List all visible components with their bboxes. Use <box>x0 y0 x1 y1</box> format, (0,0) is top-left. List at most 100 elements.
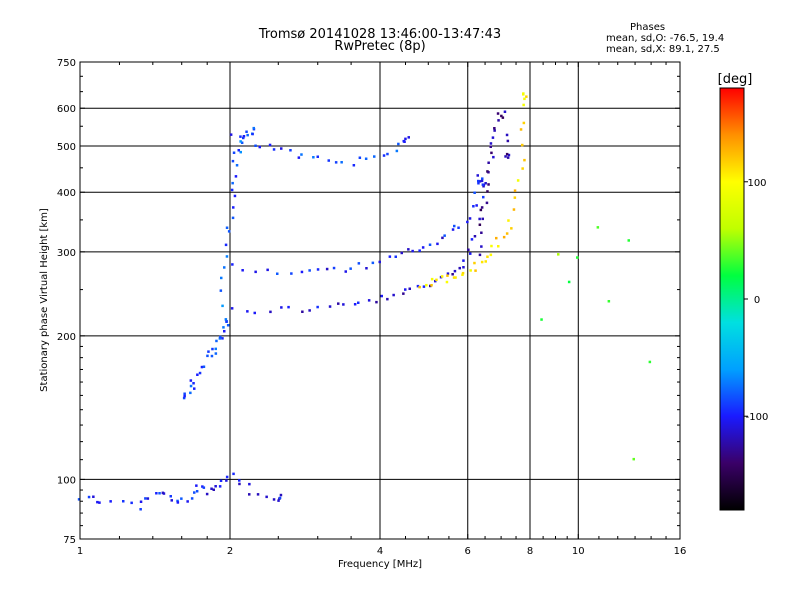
data-point <box>441 236 444 240</box>
data-point <box>312 156 315 159</box>
data-point <box>231 263 234 266</box>
data-point <box>272 498 276 501</box>
data-point <box>453 269 457 273</box>
data-point <box>269 310 272 314</box>
data-point <box>206 354 209 358</box>
data-point <box>342 303 345 306</box>
data-point <box>349 267 352 270</box>
data-point <box>248 493 251 496</box>
x-axis-label: Frequency [MHz] <box>338 559 422 570</box>
data-point <box>429 284 432 288</box>
data-point <box>245 130 248 133</box>
data-point <box>224 243 228 247</box>
data-point <box>337 302 340 305</box>
data-point <box>358 156 362 159</box>
data-point <box>226 324 230 327</box>
data-point <box>352 164 356 167</box>
data-point <box>195 490 199 493</box>
data-point <box>357 262 361 265</box>
data-point <box>224 318 228 321</box>
data-point <box>242 136 245 140</box>
data-point <box>373 155 376 158</box>
data-point <box>469 252 472 255</box>
data-point <box>239 150 242 154</box>
data-point <box>421 246 425 249</box>
data-point <box>139 500 143 503</box>
data-point <box>161 491 165 495</box>
data-point <box>176 499 179 503</box>
data-point <box>300 153 303 156</box>
data-point <box>473 191 476 194</box>
data-point <box>445 280 449 284</box>
data-point <box>198 371 202 375</box>
data-point <box>122 500 125 503</box>
data-point <box>522 121 526 125</box>
data-point <box>504 155 507 158</box>
data-point <box>407 136 410 139</box>
grid-lines <box>80 62 680 539</box>
data-point <box>475 204 478 207</box>
data-point <box>219 335 222 339</box>
data-point <box>487 161 490 164</box>
data-point <box>235 164 239 167</box>
colorbar-tick-label: -100 <box>746 412 769 423</box>
data-point <box>231 181 234 185</box>
x-tick-label: 1 <box>77 546 83 557</box>
data-point <box>96 500 99 504</box>
data-point <box>394 255 397 258</box>
data-point <box>503 110 507 113</box>
data-point <box>146 497 150 500</box>
data-point <box>467 248 470 251</box>
data-point <box>229 133 233 136</box>
data-point <box>225 475 229 479</box>
phase-stats-heading: Phases <box>630 22 666 33</box>
data-point <box>232 472 235 476</box>
data-point <box>308 309 311 312</box>
data-point <box>375 300 378 304</box>
y-axis-ticks: 75 100 200 300 400 500 600 750 <box>57 58 680 546</box>
data-point <box>316 155 319 158</box>
data-point <box>478 253 482 257</box>
data-point <box>169 495 172 498</box>
data-point <box>210 354 214 358</box>
data-point <box>289 149 292 152</box>
data-point <box>201 485 204 488</box>
data-point <box>365 267 368 270</box>
data-point <box>225 255 229 258</box>
data-point <box>202 486 206 489</box>
data-point <box>470 238 474 241</box>
data-point <box>507 153 511 157</box>
phase-stats-x-mode: mean, sd,X: 89.1, 27.5 <box>606 44 720 55</box>
data-point <box>404 137 407 141</box>
data-point <box>279 493 283 497</box>
data-point <box>219 479 223 482</box>
data-point <box>632 457 635 461</box>
data-point <box>525 95 528 98</box>
data-point <box>130 501 133 505</box>
data-point <box>200 365 204 369</box>
data-point <box>607 300 611 303</box>
data-point <box>139 508 142 511</box>
data-point <box>461 271 465 275</box>
data-point <box>521 143 524 147</box>
data-point <box>316 305 319 309</box>
data-point <box>241 269 244 272</box>
data-point <box>87 495 91 499</box>
data-point <box>277 499 280 502</box>
chart-title: Tromsø 20141028 13:46:00-13:47:43 <box>258 27 502 42</box>
x-tick-label: 2 <box>227 546 233 557</box>
data-point <box>227 230 231 233</box>
data-point <box>218 337 222 340</box>
data-point <box>252 126 255 130</box>
data-point <box>232 151 236 154</box>
y-tick-label: 600 <box>57 104 76 115</box>
x-tick-label: 6 <box>465 546 471 557</box>
data-point <box>214 352 218 355</box>
data-point <box>468 217 472 220</box>
data-point <box>207 350 210 353</box>
data-point <box>505 133 509 137</box>
data-point <box>332 266 336 270</box>
data-point <box>183 394 186 398</box>
data-point <box>469 269 472 272</box>
